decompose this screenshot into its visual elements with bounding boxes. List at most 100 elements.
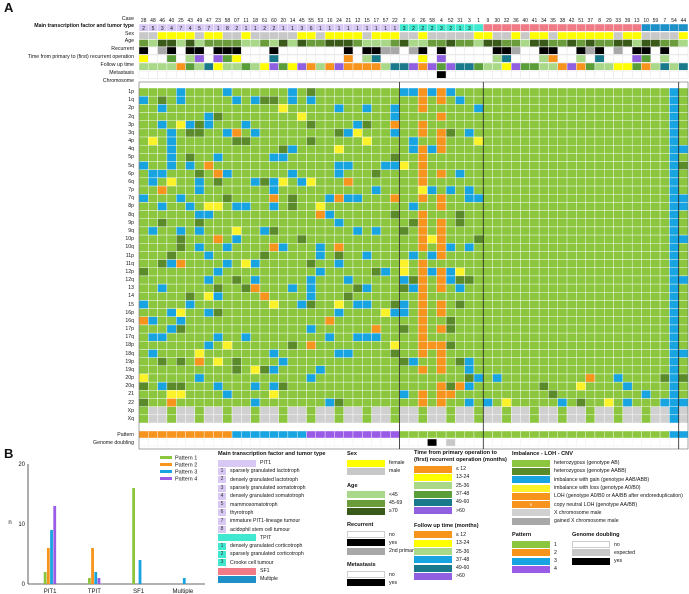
genotype-cell [259,390,270,399]
genotype-cell [604,316,614,326]
genotype-cell [296,112,307,121]
genome-doubling-cell [306,438,316,447]
genotype-cell [362,112,372,121]
genotype-cell [148,177,158,187]
genotype-cell [408,202,419,211]
genotype-cell [566,324,577,334]
genotype-cell [473,95,484,105]
genotype-cell [213,218,223,228]
genotype-cell [231,251,242,260]
genotype-cell [296,251,307,260]
genotype-cell [185,128,196,138]
genotype-cell [576,406,586,416]
case-number: 2 [403,18,406,24]
time-cell [557,54,568,63]
genotype-cell [203,251,214,260]
genotype-cell [445,316,456,326]
genotype-cell [604,275,614,285]
genotype-cell [576,210,586,219]
case-number: 21 [346,18,352,24]
genotype-cell [371,136,382,146]
genotype-cell [520,136,531,146]
genotype-cell [669,95,679,105]
genotype-cell [185,259,196,268]
genotype-cell [501,357,512,367]
genotype-cell [185,398,196,407]
genome-doubling-cell [390,438,400,447]
genotype-cell [241,332,251,342]
genotype-cell [287,341,298,350]
genotype-cell [473,185,484,195]
legend-sex: Sex female male Age <45 45-69 ≥70 Recurr… [347,450,416,587]
genotype-cell [566,292,577,301]
genotype-cell [287,267,298,277]
bar-pattern-1 [132,488,136,584]
genotype-cell [511,267,521,277]
genotype-cell [371,390,382,399]
genotype-cell [213,144,223,154]
genome-doubling-cell [669,438,679,447]
genotype-cell [408,210,419,219]
recurrent-cell [464,46,475,55]
genotype-cell [306,324,316,334]
pattern-cell [399,430,410,439]
genotype-cell [427,136,437,146]
genotype-cell [315,169,326,179]
genotype-cell [259,234,270,244]
genotype-cell [408,283,419,293]
genotype-cell [520,341,531,350]
genotype-cell [287,194,298,203]
metastasis-cell [538,70,549,79]
genotype-cell [408,185,419,195]
genotype-cell [520,218,531,228]
genotype-cell [148,234,158,244]
genotype-cell [148,267,158,277]
genotype-cell [203,210,214,219]
genotype-cell [185,349,196,358]
genotype-cell [492,349,503,358]
genotype-cell [483,202,493,211]
genotype-cell [650,161,661,170]
genotype-cell [445,95,456,105]
genotype-cell [473,169,484,179]
genotype-cell [399,153,410,162]
genotype-cell [324,177,335,187]
genotype-cell [194,144,205,154]
legend-imbalance-swatch-1 [512,467,550,475]
genotype-cell [380,177,391,187]
case-number: 14 [290,18,296,24]
genome-doubling-cell [343,438,354,447]
genotype-cell [148,120,158,130]
genotype-cell [380,267,391,277]
genotype-cell [613,324,624,334]
metastasis-cell [529,70,540,79]
genotype-cell [194,218,205,228]
genotype-cell [455,226,465,236]
genotype-cell [622,275,633,285]
genotype-cell [501,365,512,375]
time-cell [445,54,456,63]
genotype-cell [511,120,521,130]
genotype-cell [213,251,223,260]
recurrent-cell [213,46,223,55]
genotype-cell [334,259,344,268]
genotype-cell [334,332,344,342]
genotype-cell [576,316,586,326]
genotype-cell [622,324,633,334]
genotype-cell [604,218,614,228]
genotype-cell [631,275,642,285]
genotype-cell [464,283,475,293]
genotype-cell [483,381,493,391]
genotype-cell [390,324,400,334]
genotype-cell [371,226,382,236]
genotype-cell [594,210,605,219]
genotype-cell [157,104,168,113]
genotype-cell [352,210,363,219]
genotype-cell [343,316,354,326]
genotype-cell [259,365,270,375]
genotype-cell [613,341,624,350]
genotype-cell [390,202,400,211]
genotype-cell [287,381,298,391]
genotype-cell [222,275,233,285]
genotype-cell [306,112,316,121]
